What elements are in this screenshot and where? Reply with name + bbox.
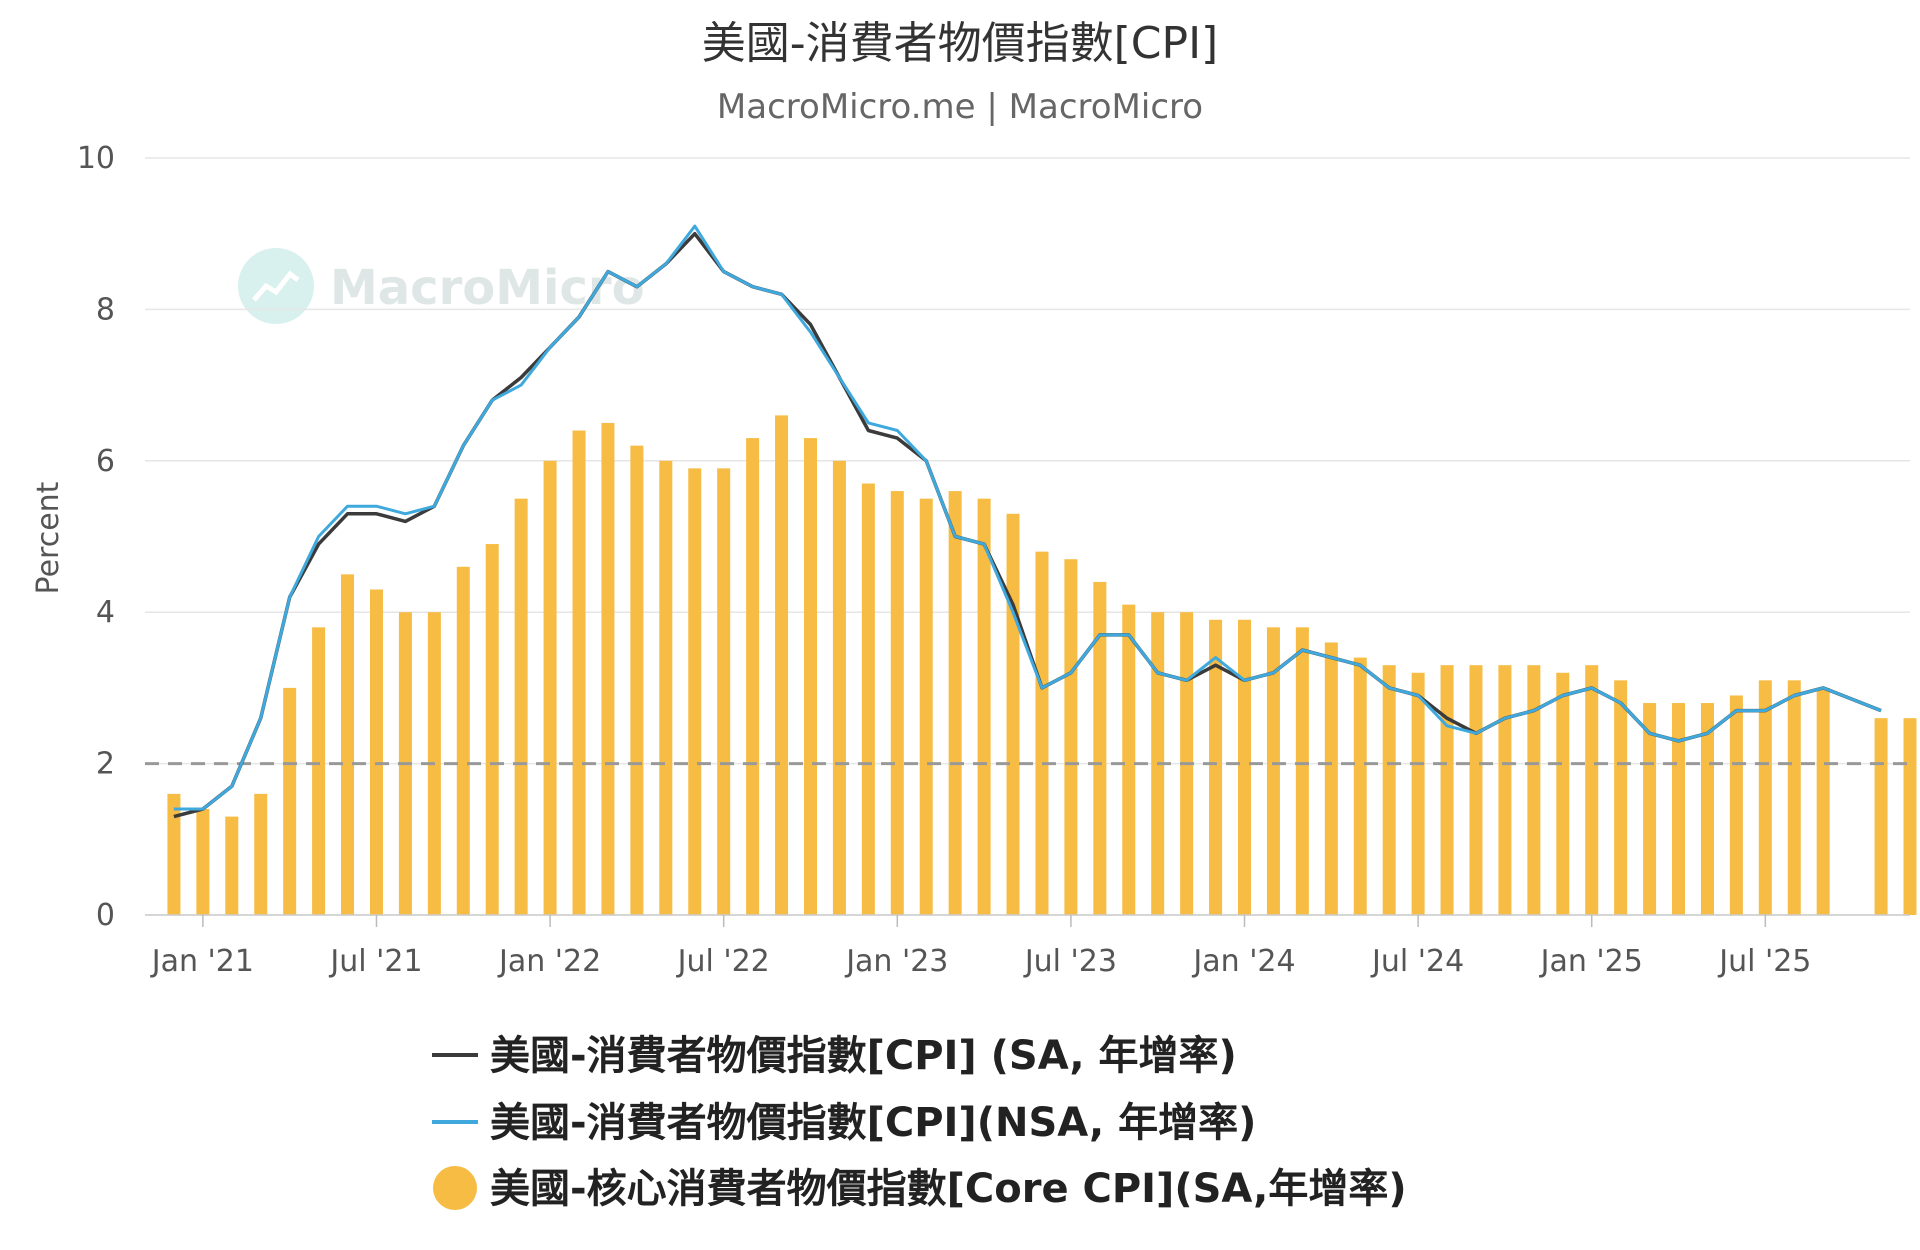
macromicro-logo-icon [238,248,314,324]
core-cpi-bar [1238,619,1252,915]
core-cpi-bar [543,460,557,915]
core-cpi-bar [1527,665,1541,915]
core-cpi-bar [1672,703,1686,915]
legend-item[interactable]: 美國-核心消費者物價指數[Core CPI](SA,年增率) [433,1166,1407,1212]
core-cpi-bar [1295,627,1309,915]
core-cpi-bar [1614,680,1628,915]
core-cpi-bar [659,460,673,915]
x-tick-label: Jul '25 [1717,944,1811,979]
core-cpi-bar [1064,559,1078,915]
reference-line [145,762,1910,916]
x-tick-label: Jan '21 [150,944,254,979]
core-cpi-bar [948,491,962,915]
core-cpi-bar [1093,581,1107,915]
core-cpi-bar [1816,687,1830,915]
core-cpi-bar [775,415,789,915]
x-tick-label: Jan '22 [497,944,601,979]
y-tick-label: 2 [96,747,115,782]
core-cpi-bars [167,415,1917,915]
core-cpi-bar [1006,513,1020,915]
y-tick-label: 4 [96,595,115,630]
x-tick-label: Jul '22 [676,944,770,979]
core-cpi-bar [832,460,846,915]
core-cpi-bar [283,687,297,915]
core-cpi-bar [919,498,933,915]
core-cpi-bar [977,498,991,915]
legend-circle-marker [433,1166,477,1210]
y-tick-label: 10 [77,141,115,176]
y-axis-ticks: 0 2 4 6 8 10 [77,141,115,933]
core-cpi-bar [1209,619,1223,915]
core-cpi-bar [746,438,760,915]
legend-item[interactable]: 美國-消費者物價指數[CPI](NSA, 年增率) [432,1100,1256,1146]
core-cpi-bar [1440,665,1454,915]
legend-label: 美國-消費者物價指數[CPI](NSA, 年增率) [490,1100,1256,1146]
x-axis-ticks: Jan '21 Jul '21 Jan '22 Jul '22 Jan '23 Jul '… [150,915,1811,979]
y-axis-label: Percent [31,481,66,594]
core-cpi-bar [1122,604,1136,915]
x-tick-label: Jul '21 [328,944,422,979]
core-cpi-bar [1411,672,1425,915]
y-tick-label: 6 [96,444,115,479]
core-cpi-bar [601,422,615,915]
legend: 美國-消費者物價指數[CPI] (SA, 年增率) 美國-消費者物價指數[CPI]… [432,1033,1407,1212]
core-cpi-bar [1353,657,1367,915]
core-cpi-bar [225,816,239,915]
core-cpi-bar [196,809,210,915]
core-cpi-bar [1324,642,1338,915]
core-cpi-bar [630,445,644,915]
core-cpi-bar [861,483,875,915]
core-cpi-bar [1266,627,1280,915]
core-cpi-bar [514,498,528,915]
core-cpi-bar [1382,665,1396,915]
core-cpi-bar [1469,665,1483,915]
x-tick-label: Jul '24 [1370,944,1464,979]
core-cpi-bar [167,793,181,915]
core-cpi-bar [1643,703,1657,915]
cpi-lines [173,224,1882,819]
y-tick-label: 8 [96,292,115,327]
legend-label: 美國-消費者物價指數[CPI] (SA, 年增率) [490,1033,1237,1079]
core-cpi-bar [1758,680,1772,915]
x-tick-label: Jan '25 [1539,944,1643,979]
legend-label: 美國-核心消費者物價指數[Core CPI](SA,年增率) [490,1166,1407,1212]
x-tick-label: Jan '23 [844,944,948,979]
x-tick-label: Jan '24 [1191,944,1295,979]
core-cpi-bar [1035,551,1049,915]
legend-item[interactable]: 美國-消費者物價指數[CPI] (SA, 年增率) [432,1033,1237,1079]
core-cpi-bar [1729,695,1743,915]
core-cpi-bar [1498,665,1512,915]
core-cpi-bar [312,627,326,915]
watermark: MacroMicro [238,248,645,324]
y-tick-label: 0 [96,898,115,933]
core-cpi-bar [254,793,268,915]
core-cpi-bar [1585,665,1599,915]
watermark-logo-stroke [252,270,300,302]
core-cpi-bar [485,544,499,915]
core-cpi-bar [1903,718,1917,915]
core-cpi-bar [1787,680,1801,915]
x-tick-label: Jul '23 [1023,944,1117,979]
core-cpi-bar [341,574,355,915]
core-cpi-bar [1700,703,1714,915]
cpi-nsa-line [173,224,1882,811]
core-cpi-bar [456,566,470,915]
core-cpi-bar [572,430,586,915]
chart-subtitle: MacroMicro.me | MacroMicro [717,87,1203,127]
core-cpi-bar [717,468,731,915]
core-cpi-bar [803,438,817,915]
watermark-text: MacroMicro [330,260,645,316]
core-cpi-bar [688,468,702,915]
chart-title: 美國-消費者物價指數[CPI] [702,18,1218,69]
core-cpi-bar [890,491,904,915]
core-cpi-bar [1556,672,1570,915]
core-cpi-bar [369,589,383,915]
core-cpi-bar [1874,718,1888,915]
